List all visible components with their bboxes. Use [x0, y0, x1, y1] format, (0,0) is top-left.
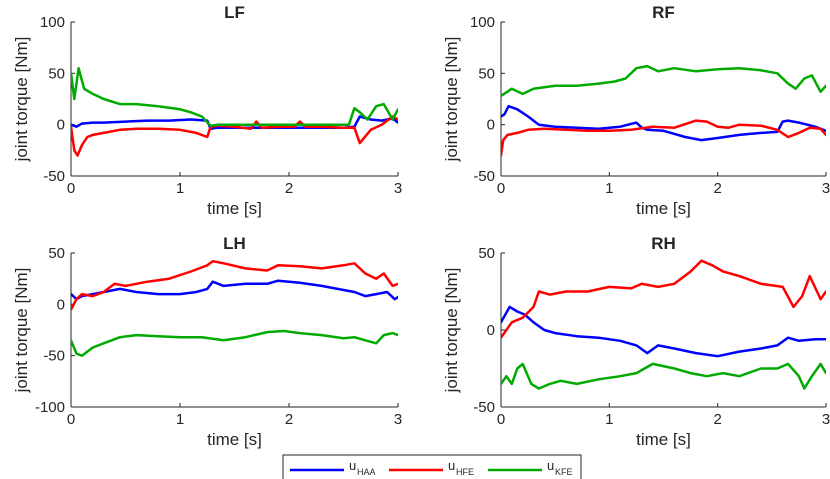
chart-title-lh: LH [223, 234, 246, 253]
legend-label-haa: u [349, 458, 356, 473]
legend-sub-haa: HAA [357, 467, 376, 477]
chart-panel-lh: 0 1 2 3 -100 -50 0 50 LH time [s] joint torque [Nm… [12, 234, 402, 449]
x-tick-label-rf: 3 [822, 180, 830, 197]
x-tick-label-lf: 3 [394, 180, 402, 197]
chart-title-rf: RF [652, 3, 675, 22]
y-tick-label-rf: 100 [470, 14, 495, 31]
x-tick-label-lf: 2 [285, 180, 293, 197]
series-line-u-hfe-rf [501, 119, 826, 157]
y-tick-label-rh: 0 [487, 322, 495, 339]
y-tick-label-lh: -100 [35, 399, 65, 416]
x-tick-label-lf: 0 [67, 180, 75, 197]
x-tick-label-rh: 0 [497, 411, 505, 428]
series-line-u-hfe-lh [71, 259, 398, 311]
y-tick-label-lf: 50 [48, 65, 65, 82]
x-tick-label-rh: 1 [605, 411, 613, 428]
x-tick-label-lh: 0 [67, 411, 75, 428]
y-tick-label-rf: 50 [478, 65, 495, 82]
series-line-u-kfe-rf [501, 64, 826, 98]
chart-title-rh: RH [651, 234, 676, 253]
y-tick-label-rh: 50 [478, 245, 495, 262]
x-tick-label-rf: 2 [713, 180, 721, 197]
legend: u HAA u HFE u KFE [282, 454, 582, 479]
y-tick-label-lf: 0 [57, 117, 65, 134]
y-tick-label-rh: -50 [473, 399, 495, 416]
series-line-u-kfe-lh [71, 329, 398, 357]
x-axis-label-lf: time [s] [207, 199, 262, 218]
y-tick-label-lh: 50 [48, 245, 65, 262]
legend-item-haa: u HAA [290, 458, 376, 477]
y-tick-label-lh: 0 [57, 296, 65, 313]
x-tick-label-rh: 3 [822, 411, 830, 428]
y-axis-label-rh: joint torque [Nm] [442, 268, 461, 394]
x-tick-label-lf: 1 [176, 180, 184, 197]
series-line-u-kfe-lf [71, 66, 398, 127]
legend-sub-kfe: KFE [555, 467, 573, 477]
x-tick-label-lh: 3 [394, 411, 402, 428]
x-tick-label-lh: 1 [176, 411, 184, 428]
x-axis-label-rf: time [s] [636, 199, 691, 218]
x-tick-label-rf: 1 [605, 180, 613, 197]
y-axis-label-rf: joint torque [Nm] [442, 37, 461, 163]
legend-item-kfe: u KFE [488, 458, 573, 477]
x-axis-label-lh: time [s] [207, 430, 262, 449]
series-line-u-hfe-rh [501, 259, 826, 339]
legend-label-kfe: u [547, 458, 554, 473]
y-tick-label-lh: -50 [43, 348, 65, 365]
y-tick-label-rf: 0 [487, 117, 495, 134]
y-tick-label-lf: 100 [40, 14, 65, 31]
x-tick-label-lh: 2 [285, 411, 293, 428]
y-tick-label-rf: -50 [473, 168, 495, 185]
legend-item-hfe: u HFE [389, 458, 474, 477]
legend-label-hfe: u [448, 458, 455, 473]
series-line-u-haa-rh [501, 305, 826, 358]
series-line-u-haa-lh [71, 279, 398, 301]
x-tick-label-rh: 2 [713, 411, 721, 428]
y-tick-label-lf: -50 [43, 168, 65, 185]
series-line-u-haa-lf [71, 115, 398, 131]
x-tick-label-rf: 0 [497, 180, 505, 197]
series-line-u-kfe-rh [501, 362, 826, 390]
legend-sub-hfe: HFE [456, 467, 474, 477]
y-axis-label-lh: joint torque [Nm] [12, 268, 31, 394]
chart-title-lf: LF [224, 3, 245, 22]
series-line-u-hfe-lf [71, 115, 398, 157]
legend-box [282, 454, 582, 479]
x-axis-label-rh: time [s] [636, 430, 691, 449]
y-axis-label-lf: joint torque [Nm] [12, 37, 31, 163]
series-line-u-haa-rf [501, 104, 826, 142]
